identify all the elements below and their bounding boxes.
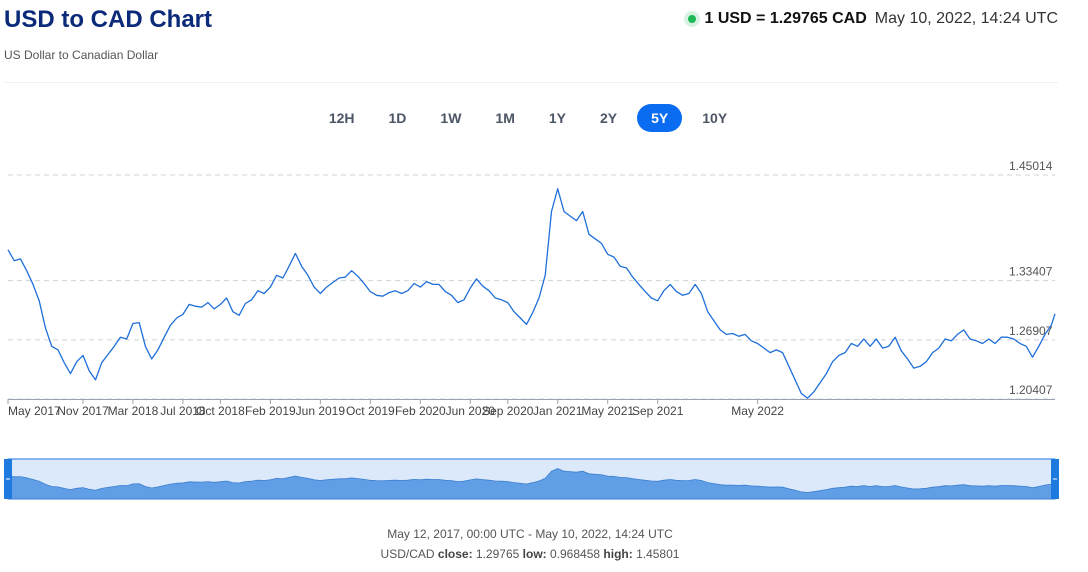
- chart-stats: USD/CAD close: 1.29765 low: 0.968458 hig…: [0, 547, 1060, 561]
- line-chart[interactable]: 1.45014 1.33407 1.26907 1.20407 May 2017Nov …: [0, 150, 1088, 510]
- header-divider: [4, 82, 1058, 83]
- x-tick-label: Jan 2021: [533, 404, 583, 418]
- x-tick-label: Jun 2020: [446, 404, 496, 418]
- range-button-12h[interactable]: 12H: [315, 104, 369, 132]
- rate-value: 1 USD = 1.29765 CAD: [704, 10, 867, 27]
- chart-range-text: May 12, 2017, 00:00 UTC - May 10, 2022, …: [387, 527, 673, 541]
- range-button-1d[interactable]: 1D: [375, 104, 421, 132]
- x-tick-label: May 2021: [581, 404, 634, 418]
- y-tick-label: 1.26907: [1009, 324, 1053, 338]
- range-button-1m[interactable]: 1M: [481, 104, 528, 132]
- range-button-5y[interactable]: 5Y: [637, 104, 683, 132]
- x-tick-label: May 2017: [8, 404, 61, 418]
- close-label: close:: [437, 547, 473, 561]
- range-button-1y[interactable]: 1Y: [535, 104, 580, 132]
- range-selector: 12H 1D 1W 1M 1Y 2Y 5Y 10Y: [0, 104, 1088, 132]
- y-tick-label: 1.45014: [1009, 159, 1053, 173]
- range-button-10y[interactable]: 10Y: [688, 104, 741, 132]
- page-subtitle: US Dollar to Canadian Dollar: [4, 48, 159, 62]
- close-value: 1.29765: [475, 547, 520, 561]
- x-tick-label: Feb 2019: [245, 404, 296, 418]
- x-tick-label: Jul 2018: [160, 404, 206, 418]
- x-tick-label: Sep 2021: [632, 404, 684, 418]
- navigator-area: [7, 468, 1056, 500]
- page-title: USD to CAD Chart: [4, 6, 212, 33]
- current-rate: 1 USD = 1.29765 CAD May 10, 2022, 14:24 …: [688, 10, 1058, 28]
- x-tick-label: Oct 2018: [196, 404, 245, 418]
- pair-label: USD/CAD: [380, 547, 435, 561]
- range-button-2y[interactable]: 2Y: [586, 104, 631, 132]
- x-tick-label: Jun 2019: [296, 404, 346, 418]
- x-tick-label: Oct 2019: [346, 404, 395, 418]
- high-value: 1.45801: [636, 547, 680, 561]
- series-line[interactable]: [7, 188, 1056, 399]
- x-tick-label: Nov 2017: [57, 404, 109, 418]
- y-tick-label: 1.33407: [1009, 265, 1053, 279]
- x-tick-label: Feb 2020: [395, 404, 446, 418]
- x-tick-label: Sep 2020: [482, 404, 534, 418]
- y-tick-label: 1.20407: [1009, 383, 1053, 397]
- x-tick-label: May 2022: [731, 404, 784, 418]
- rate-timestamp: May 10, 2022, 14:24 UTC: [874, 10, 1058, 27]
- low-label: low:: [522, 547, 547, 561]
- high-label: high:: [603, 547, 633, 561]
- live-indicator-icon: [688, 15, 697, 23]
- x-tick-label: Mar 2018: [108, 404, 159, 418]
- range-button-1w[interactable]: 1W: [426, 104, 475, 132]
- low-value: 0.968458: [550, 547, 601, 561]
